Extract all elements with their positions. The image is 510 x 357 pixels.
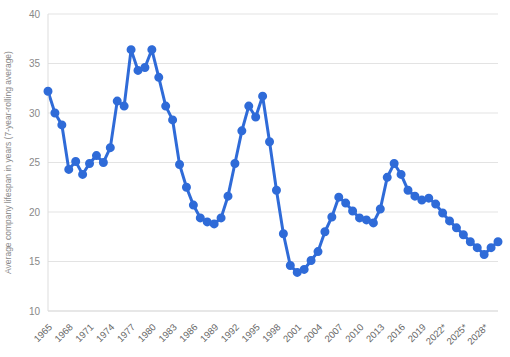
svg-text:1974: 1974: [94, 321, 117, 344]
svg-text:1968: 1968: [52, 321, 75, 344]
svg-text:15: 15: [29, 256, 41, 267]
svg-text:30: 30: [29, 108, 41, 119]
svg-text:1965: 1965: [31, 321, 54, 344]
svg-text:2010: 2010: [343, 321, 366, 344]
svg-text:2016: 2016: [385, 321, 408, 344]
svg-text:2025*: 2025*: [444, 321, 470, 347]
svg-text:1983: 1983: [156, 321, 179, 344]
svg-text:40: 40: [29, 9, 41, 20]
svg-text:2022*: 2022*: [423, 321, 449, 347]
svg-text:1995: 1995: [239, 321, 262, 344]
svg-text:35: 35: [29, 58, 41, 69]
svg-text:2004: 2004: [301, 321, 324, 344]
svg-text:1989: 1989: [198, 321, 221, 344]
svg-text:1971: 1971: [73, 321, 96, 344]
svg-text:20: 20: [29, 207, 41, 218]
svg-text:2007: 2007: [322, 321, 345, 344]
svg-text:1980: 1980: [135, 321, 158, 344]
svg-text:1992: 1992: [218, 321, 241, 344]
svg-text:2001: 2001: [281, 321, 304, 344]
svg-text:10: 10: [29, 306, 41, 317]
svg-text:2028*: 2028*: [465, 321, 491, 347]
svg-text:1998: 1998: [260, 321, 283, 344]
svg-text:2013: 2013: [364, 321, 387, 344]
svg-text:1977: 1977: [115, 321, 138, 344]
svg-text:Average company lifespan in ye: Average company lifespan in years (7-yea…: [8, 51, 13, 274]
svg-text:25: 25: [29, 157, 41, 168]
svg-text:2019: 2019: [405, 321, 428, 345]
svg-text:1986: 1986: [177, 321, 200, 344]
